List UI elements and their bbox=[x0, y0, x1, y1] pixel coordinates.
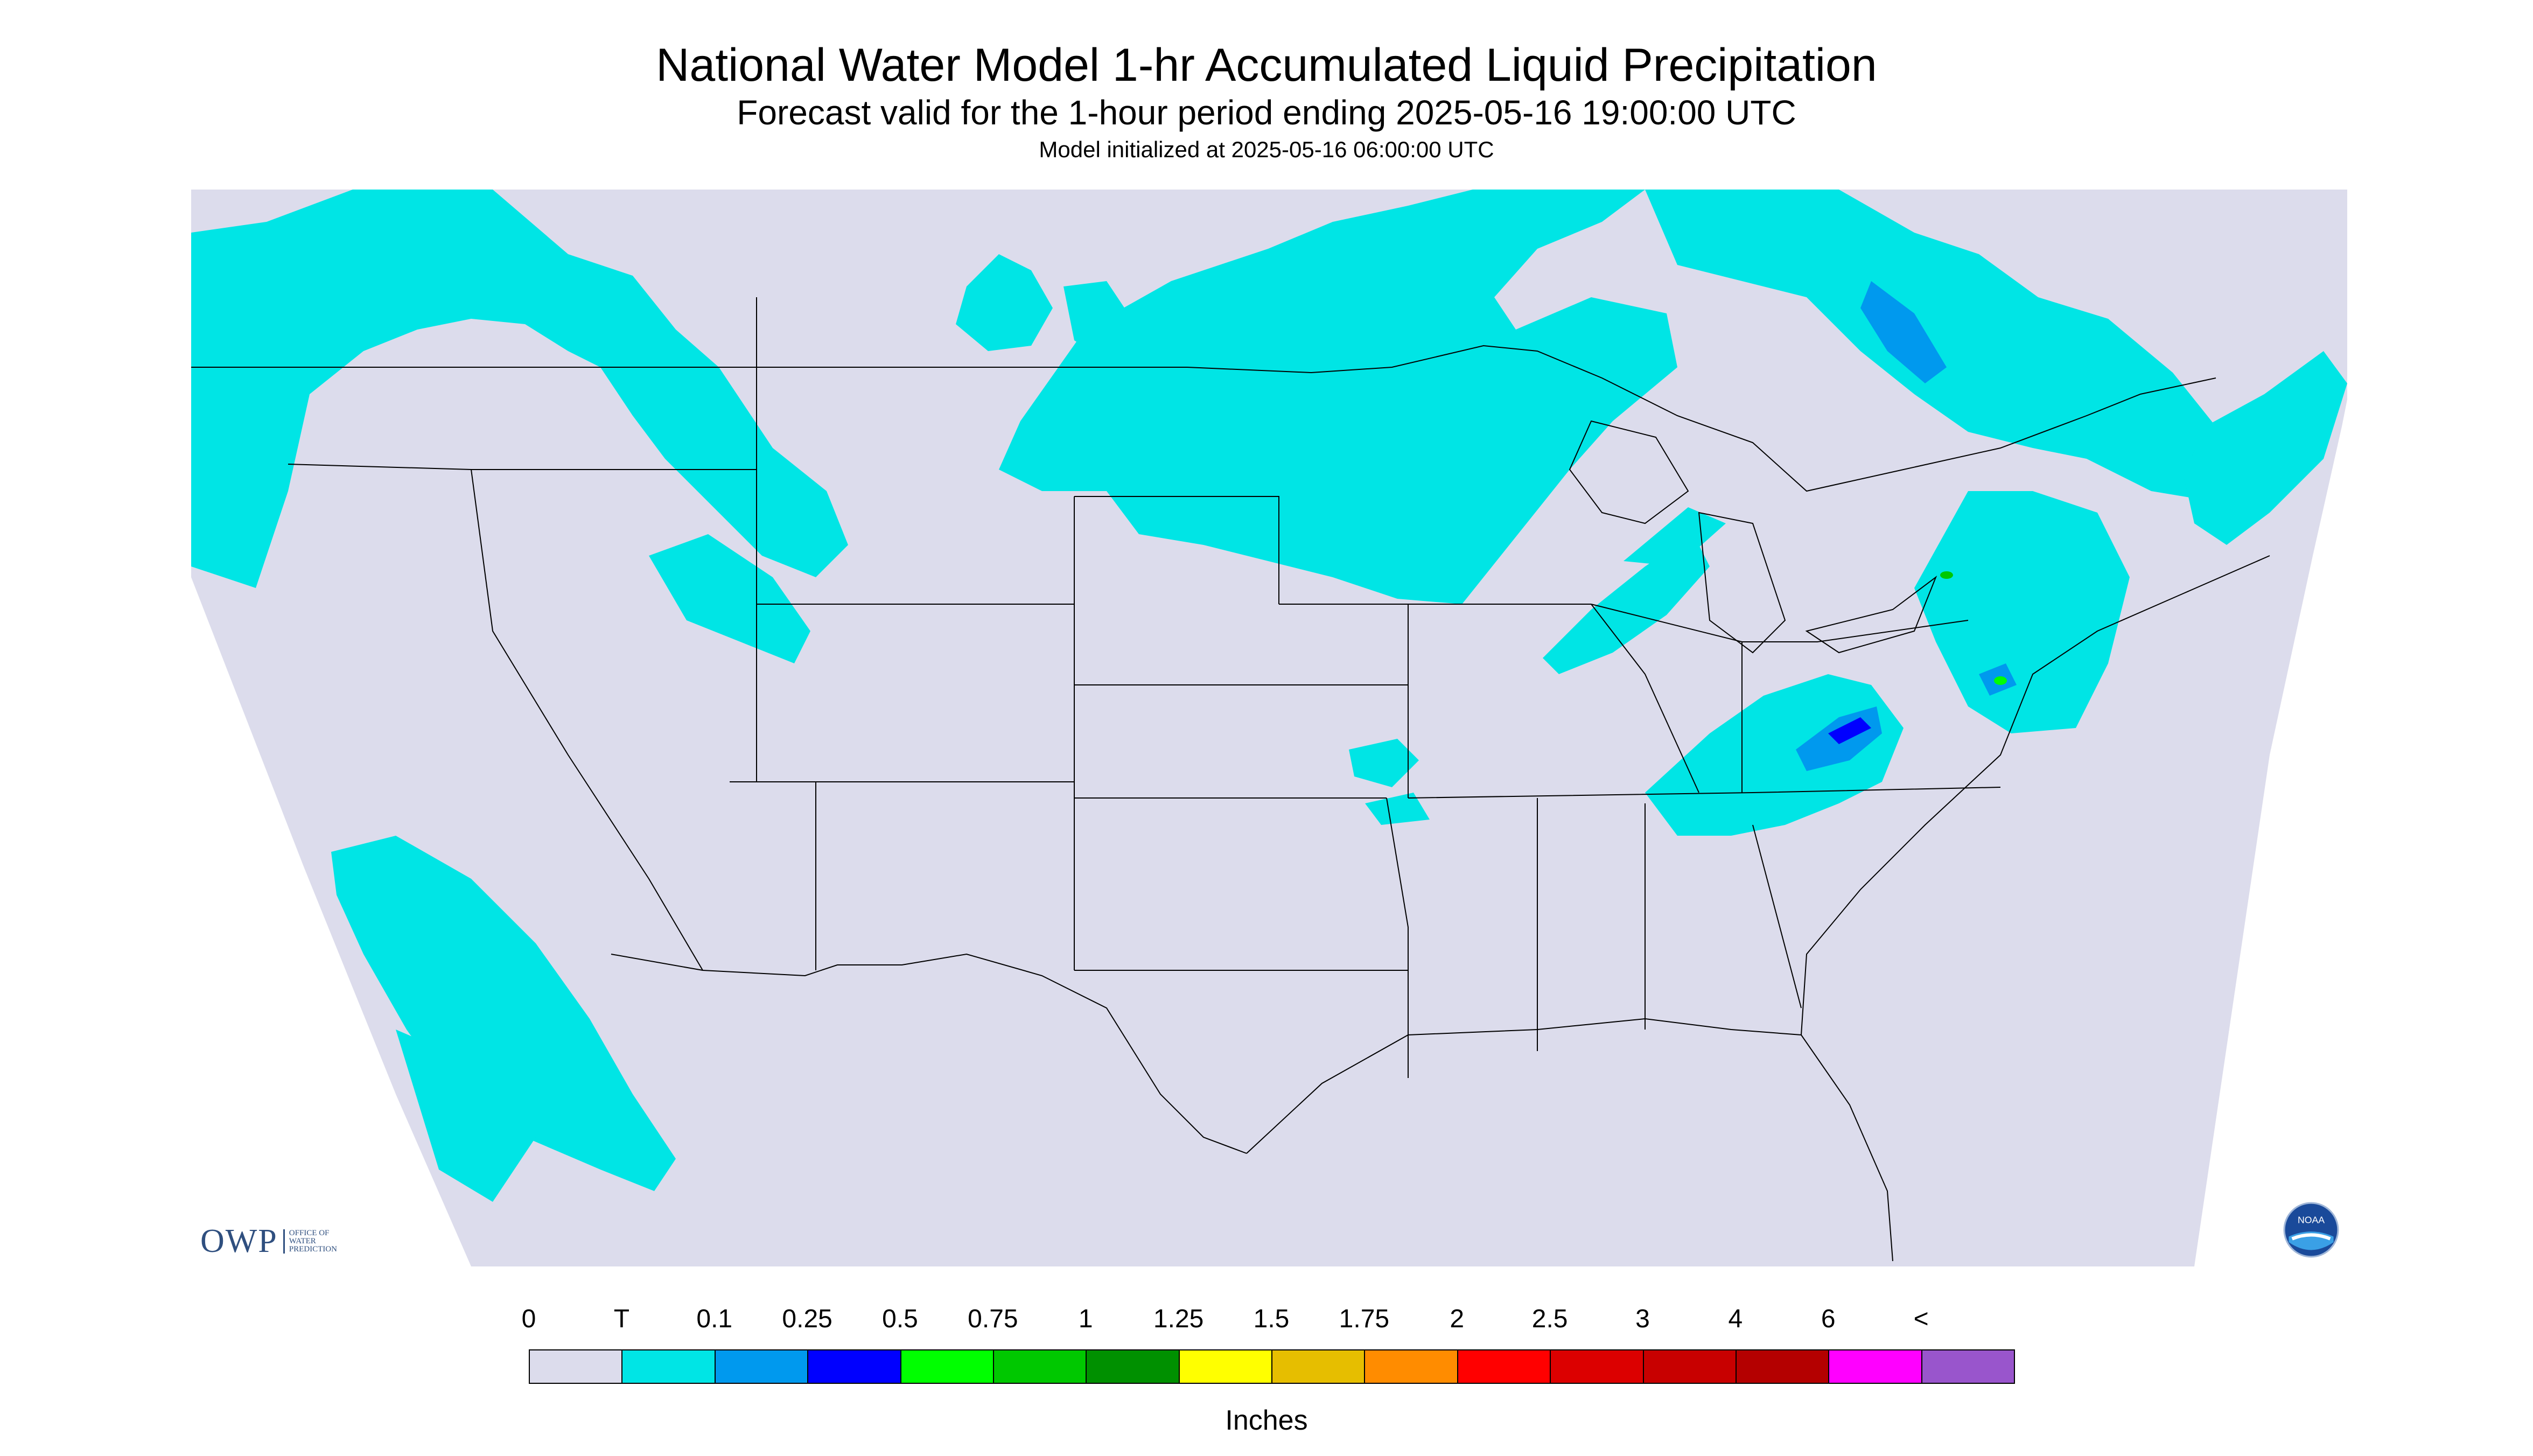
great-lakes-outline bbox=[1569, 420, 1937, 654]
legend-tick-label: 0.75 bbox=[968, 1305, 1018, 1333]
legend-tick-label: 1 bbox=[1078, 1305, 1093, 1333]
legend-units-label: Inches bbox=[1225, 1405, 1308, 1436]
legend-tick-label: 0.1 bbox=[696, 1305, 733, 1333]
state-lines-east bbox=[1408, 604, 2001, 1051]
precip-trace-areas bbox=[191, 190, 2347, 1202]
legend-swatch bbox=[1457, 1349, 1551, 1384]
model-init-line: Model initialized at 2025-05-16 06:00:00… bbox=[1039, 137, 1494, 162]
legend-swatch bbox=[1086, 1349, 1180, 1384]
precip-area-southern-california bbox=[331, 836, 676, 1191]
precip-area-northeast bbox=[1914, 491, 2130, 733]
noaa-logo: NOAA bbox=[2283, 1202, 2339, 1258]
legend-swatch bbox=[1642, 1349, 1737, 1384]
legend-swatch bbox=[1735, 1349, 1830, 1384]
precip-area-baja bbox=[396, 1030, 536, 1202]
legend-swatch bbox=[807, 1349, 901, 1384]
legend-tick-label: 2 bbox=[1450, 1305, 1465, 1333]
precip-core-pennsylvania-max bbox=[1940, 571, 1953, 579]
legend-swatch bbox=[992, 1349, 1087, 1384]
owp-logo: OWP OFFICE OF WATER PREDICTION bbox=[200, 1222, 337, 1261]
precip-area-upper-midwest bbox=[999, 190, 1677, 604]
legend-tick-label: T bbox=[613, 1305, 630, 1333]
precip-area-pacific-northwest bbox=[191, 190, 848, 588]
gulf-atlantic-coast bbox=[1246, 555, 2270, 1262]
legend-swatch bbox=[1364, 1349, 1458, 1384]
precip-area-kansas-missouri bbox=[1349, 739, 1430, 825]
legend-swatch bbox=[1271, 1349, 1366, 1384]
legend-swatch bbox=[1178, 1349, 1272, 1384]
legend-tick-label: 0.5 bbox=[882, 1305, 918, 1333]
map-title: National Water Model 1-hr Accumulated Li… bbox=[656, 39, 1877, 91]
legend-swatch bbox=[1550, 1349, 1644, 1384]
legend-tick-label: 0 bbox=[521, 1305, 536, 1333]
legend-swatch bbox=[529, 1349, 623, 1384]
legend-tick-label: 0.25 bbox=[782, 1305, 832, 1333]
precip-area-idaho bbox=[649, 534, 810, 663]
precipitation-map bbox=[191, 190, 2347, 1266]
owp-logo-subtext: OFFICE OF WATER PREDICTION bbox=[283, 1229, 337, 1254]
precip-core-new-jersey-max bbox=[1994, 676, 2007, 685]
legend-swatch bbox=[621, 1349, 716, 1384]
mexico-border bbox=[611, 953, 1247, 1154]
legend-tick-label: 6 bbox=[1821, 1305, 1836, 1333]
legend-tick-label: 3 bbox=[1635, 1305, 1650, 1333]
legend-tick-label: < bbox=[1913, 1305, 1929, 1333]
legend-tick-label: 1.25 bbox=[1153, 1305, 1204, 1333]
state-lines-west bbox=[288, 297, 1075, 971]
precip-heavier-cores bbox=[1796, 281, 2017, 771]
boundary-lines bbox=[191, 297, 2270, 1262]
us-canada-border bbox=[191, 345, 2216, 492]
map-subtitle: Forecast valid for the 1-hour period end… bbox=[737, 93, 1796, 132]
precip-area-ontario-quebec bbox=[1645, 190, 2237, 502]
legend-swatch bbox=[900, 1349, 994, 1384]
precip-core-quebec bbox=[1860, 281, 1947, 383]
svg-text:NOAA: NOAA bbox=[2298, 1215, 2325, 1226]
legend-swatch bbox=[714, 1349, 809, 1384]
legend-tick-label: 2.5 bbox=[1531, 1305, 1568, 1333]
precip-core-virginia-inner bbox=[1828, 717, 1871, 744]
precip-area-wisconsin-band bbox=[1543, 507, 1726, 674]
precip-area-ohio-valley bbox=[1645, 674, 1904, 836]
precip-area-new-england bbox=[2184, 351, 2347, 545]
legend-tick-label: 1.5 bbox=[1253, 1305, 1290, 1333]
legend-swatch bbox=[1921, 1349, 2015, 1384]
owp-logo-text: OWP bbox=[200, 1223, 278, 1259]
legend-swatch bbox=[1828, 1349, 1922, 1384]
legend-tick-label: 4 bbox=[1728, 1305, 1743, 1333]
legend-tick-label: 1.75 bbox=[1339, 1305, 1390, 1333]
